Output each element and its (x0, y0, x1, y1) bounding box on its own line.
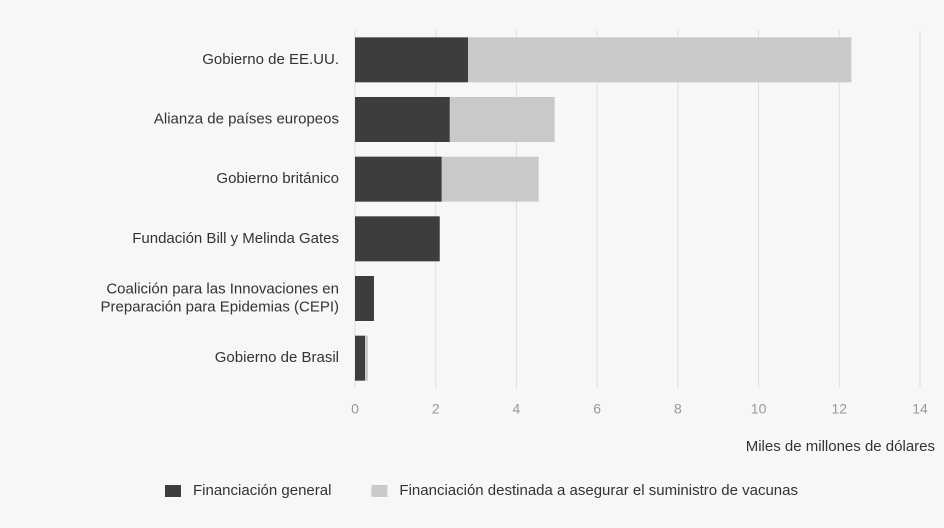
bar (441, 156, 539, 202)
legend-swatch (371, 485, 388, 497)
x-tick-label: 0 (351, 401, 359, 417)
x-tick-label: 8 (674, 401, 682, 417)
y-tick-label: Gobierno de EE.UU. (202, 51, 339, 68)
bar (355, 97, 450, 142)
x-tick-label: 10 (751, 401, 767, 417)
legend-label: Financiación destinada a asegurar el sum… (399, 482, 798, 499)
legend-swatch (165, 485, 181, 497)
bar (449, 97, 555, 142)
y-tick-label: Gobierno de Brasil (215, 349, 339, 366)
x-tick-label: 14 (912, 401, 928, 417)
y-tick-label: Gobierno británico (216, 170, 339, 187)
x-tick-label: 12 (831, 401, 847, 417)
bar (365, 335, 368, 381)
y-tick-label: Coalición para las Innovaciones en Prepar… (101, 280, 339, 315)
y-tick-label: Fundación Bill y Melinda Gates (132, 230, 339, 247)
bar (468, 37, 852, 83)
bar (355, 276, 374, 321)
x-axis-label: Miles de millones de dólares (746, 438, 935, 455)
legend-label: Financiación general (193, 482, 331, 499)
y-tick-label: Alianza de países europeos (154, 110, 339, 127)
bar (355, 216, 440, 262)
x-tick-label: 2 (432, 401, 440, 417)
bar (355, 335, 366, 381)
bar (355, 37, 468, 83)
x-tick-label: 6 (593, 401, 601, 417)
x-tick-label: 4 (513, 401, 521, 417)
bar (355, 156, 442, 202)
